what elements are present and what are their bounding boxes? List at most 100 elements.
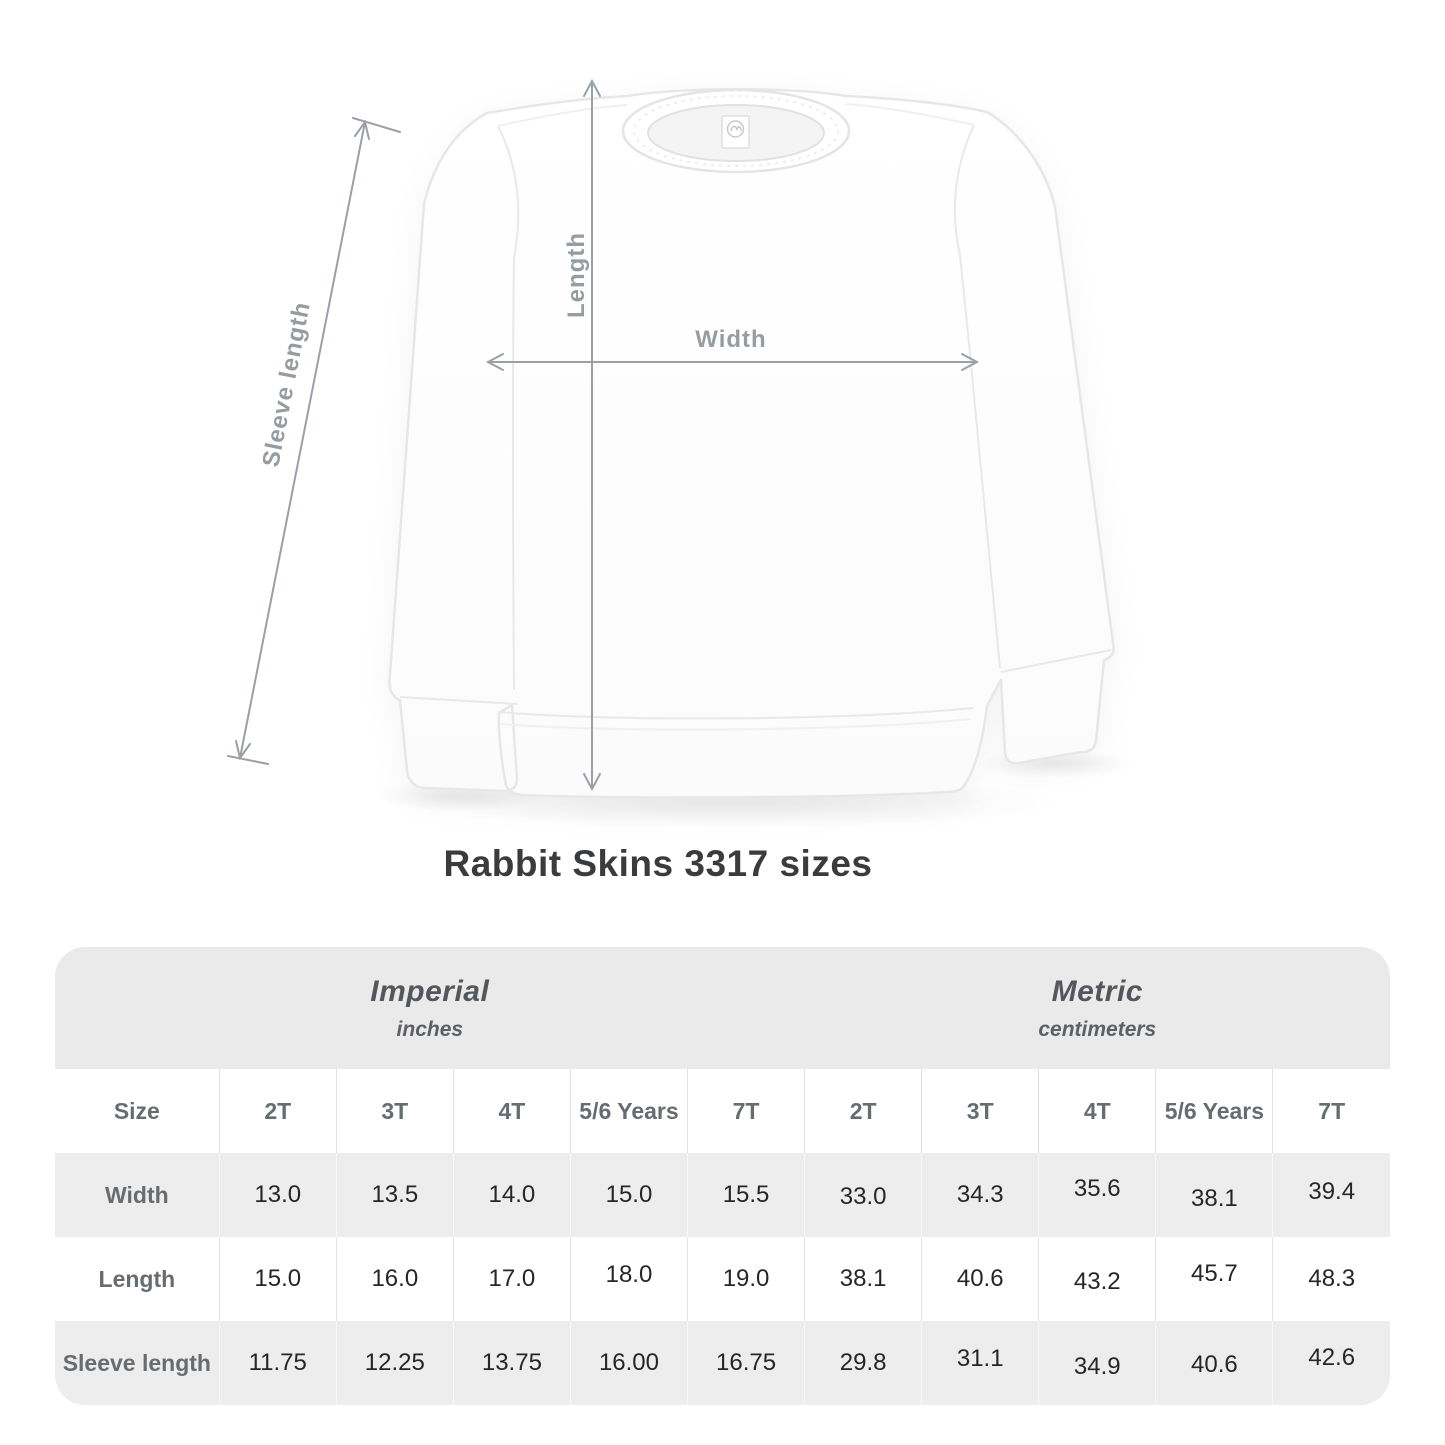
cell-value: 16.75	[716, 1349, 777, 1376]
cell-value: 16.00	[598, 1349, 659, 1376]
size-header-row: Size 2T 3T 4T 5/6 Years 7T 2T 3T 4T 5/6 Years 7T	[55, 1069, 1390, 1153]
cell-value: 15.0	[254, 1265, 302, 1292]
table-cell: 13.0	[218, 1153, 337, 1237]
cell-value: 38.1	[839, 1265, 887, 1292]
size-column-header: 7T	[687, 1069, 805, 1153]
cell-value: 40.6	[956, 1265, 1004, 1292]
sleeve-length-arrow	[227, 117, 401, 765]
sweatshirt-body	[388, 88, 1115, 799]
size-corner-label: Size	[55, 1069, 219, 1153]
cell-value: 33.0	[839, 1183, 887, 1210]
table-cell: 40.6	[921, 1237, 1039, 1321]
table-cell: 35.6	[1038, 1153, 1156, 1237]
cell-value: 16.0	[371, 1265, 419, 1292]
table-cell: 31.1	[921, 1321, 1039, 1405]
table-cell: 39.4	[1272, 1153, 1390, 1237]
cell-value: 48.3	[1308, 1265, 1356, 1292]
size-column-header: 2T	[804, 1069, 922, 1153]
table-row: Length 15.0 16.0 17.0 18.0 19.0 38.1 40.6 43.2 45…	[55, 1237, 1390, 1321]
row-label-text: Length	[98, 1265, 176, 1292]
size-column-header: 2T	[218, 1069, 337, 1153]
imperial-unit-label: inches	[396, 1017, 464, 1041]
width-arrow	[485, 353, 980, 371]
row-label: Width	[55, 1153, 219, 1237]
size-column-text: 4T	[498, 1097, 526, 1124]
table-cell: 45.7	[1155, 1237, 1273, 1321]
size-column-text: 4T	[1083, 1097, 1111, 1124]
sleeve-length-label: Sleeve length	[257, 299, 316, 469]
cell-value: 39.4	[1308, 1178, 1356, 1205]
metric-section-header: Metric centimeters	[804, 947, 1390, 1069]
cell-value: 31.1	[956, 1345, 1004, 1372]
cell-value: 40.6	[1191, 1351, 1238, 1378]
size-column-header: 4T	[452, 1069, 571, 1153]
sweatshirt-photo	[388, 88, 1115, 799]
width-label: Width	[695, 326, 766, 353]
cell-value: 13.75	[481, 1349, 542, 1376]
table-cell: 29.8	[804, 1321, 922, 1405]
table-cell: 48.3	[1272, 1237, 1390, 1321]
seam-lines	[399, 103, 1112, 731]
table-cell: 33.0	[804, 1153, 922, 1237]
measurement-arrows	[227, 78, 980, 792]
cell-value: 18.0	[605, 1261, 653, 1288]
cell-value: 19.0	[722, 1265, 770, 1292]
table-cell: 16.0	[335, 1237, 454, 1321]
cell-value: 34.3	[956, 1181, 1004, 1208]
size-column-text: 5/6 Years	[579, 1097, 679, 1124]
table-cell: 13.75	[452, 1321, 571, 1405]
size-column-header: 4T	[1038, 1069, 1156, 1153]
page-title: Rabbit Skins 3317 sizes	[443, 843, 873, 884]
size-column-text: 7T	[732, 1097, 760, 1124]
cell-value: 29.8	[839, 1349, 887, 1376]
size-corner-text: Size	[113, 1097, 160, 1124]
cell-value: 45.7	[1191, 1260, 1238, 1287]
size-column-text: 3T	[966, 1097, 994, 1124]
table-cell: 13.5	[335, 1153, 454, 1237]
size-column-text: 2T	[264, 1097, 292, 1124]
cell-value: 15.0	[605, 1181, 653, 1208]
table-cell: 11.75	[218, 1321, 337, 1405]
cell-value: 35.6	[1073, 1175, 1121, 1202]
row-label: Sleeve length	[55, 1321, 219, 1405]
table-cell: 16.75	[687, 1321, 805, 1405]
table-row: Sleeve length 11.75 12.25 13.75 16.00 16.75 29…	[55, 1321, 1390, 1405]
table-cell: 34.9	[1038, 1321, 1156, 1405]
cell-value: 34.9	[1073, 1353, 1121, 1380]
row-label-text: Sleeve length	[62, 1349, 211, 1376]
brand-tag	[721, 115, 750, 149]
table-row: Width 13.0 13.5 14.0 15.0 15.5 33.0 34.3 35.6 38.…	[55, 1153, 1390, 1237]
size-column-header: 5/6 Years	[569, 1069, 688, 1153]
size-column-header: 7T	[1272, 1069, 1390, 1153]
cell-value: 11.75	[248, 1349, 307, 1376]
cell-value: 38.1	[1191, 1185, 1238, 1212]
table-cell: 15.0	[569, 1153, 688, 1237]
cell-value: 14.0	[488, 1181, 536, 1208]
table-cell: 34.3	[921, 1153, 1039, 1237]
cell-value: 42.6	[1308, 1344, 1356, 1371]
imperial-label: Imperial	[370, 974, 490, 1008]
metric-label: Metric	[1051, 974, 1143, 1008]
row-label: Length	[55, 1237, 219, 1321]
length-label: Length	[563, 232, 590, 318]
metric-unit-label: centimeters	[1038, 1017, 1157, 1041]
cell-value: 12.25	[364, 1349, 425, 1376]
size-column-text: 3T	[381, 1097, 409, 1124]
cell-value: 15.5	[722, 1181, 770, 1208]
table-cell: 12.25	[335, 1321, 454, 1405]
length-arrow	[583, 78, 601, 792]
size-column-text: 5/6 Years	[1164, 1097, 1265, 1124]
table-cell: 18.0	[569, 1237, 688, 1321]
cell-value: 43.2	[1073, 1268, 1121, 1295]
table-cell: 42.6	[1272, 1321, 1390, 1405]
cell-value: 17.0	[488, 1265, 536, 1292]
size-column-header: 3T	[921, 1069, 1039, 1153]
table-cell: 17.0	[452, 1237, 571, 1321]
table-cell: 43.2	[1038, 1237, 1156, 1321]
table-cell: 38.1	[804, 1237, 922, 1321]
cell-value: 13.5	[371, 1181, 419, 1208]
sweatshirt-measurement-diagram: Width Length Sleeve length	[227, 78, 1136, 829]
size-table-body: Size 2T 3T 4T 5/6 Years 7T 2T 3T 4T 5/6 Years 7T Wi…	[55, 1069, 1390, 1405]
table-cell: 16.00	[569, 1321, 688, 1405]
